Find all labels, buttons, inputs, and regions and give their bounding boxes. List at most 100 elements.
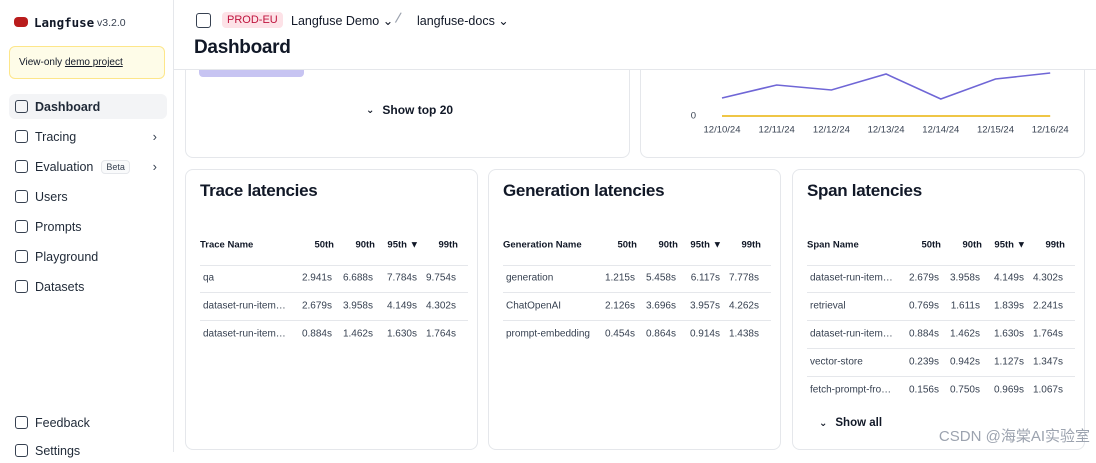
nav-label: Settings xyxy=(35,444,80,458)
table-cell: 0.239s xyxy=(909,357,939,368)
separator: / xyxy=(394,10,402,28)
table-cell: 4.302s xyxy=(1033,273,1063,284)
table-cell: 3.958s xyxy=(343,301,373,312)
nav-icon xyxy=(15,100,28,113)
table-cell: 0.884s xyxy=(909,329,939,340)
nav-icon xyxy=(15,220,28,233)
header-divider xyxy=(807,265,1075,266)
page-title: Dashboard xyxy=(194,37,291,59)
table-cell: 0.942s xyxy=(950,357,980,368)
column-header: 99th xyxy=(438,240,458,251)
table-cell: 5.458s xyxy=(646,273,676,284)
column-header: Generation Name xyxy=(503,240,582,251)
header: PROD-EU Langfuse Demo ⌄ / langfuse-docs … xyxy=(174,0,1096,70)
table-cell: 2.126s xyxy=(605,301,635,312)
table-cell: dataset-run-item… xyxy=(203,329,286,340)
nav-item[interactable]: Tracing› xyxy=(9,124,167,149)
table-cell: 2.679s xyxy=(302,301,332,312)
nav-item[interactable]: Dashboard xyxy=(9,94,167,119)
table-cell: 1.764s xyxy=(1033,329,1063,340)
beta-badge: Beta xyxy=(101,160,130,174)
row-divider xyxy=(807,376,1075,377)
x-tick-label: 12/13/24 xyxy=(868,125,905,136)
table-cell: 6.688s xyxy=(343,273,373,284)
chevron: › xyxy=(153,129,157,144)
nav-label: Evaluation xyxy=(35,160,93,174)
nav-item: Settings xyxy=(9,438,167,463)
table-cell: 1.630s xyxy=(387,329,417,340)
table-cell: 2.679s xyxy=(909,273,939,284)
show-all-button[interactable]: ⌄Show all xyxy=(819,417,882,429)
table-cell: dataset-run-item… xyxy=(810,329,893,340)
table-cell: 1.127s xyxy=(994,357,1024,368)
column-header: Trace Name xyxy=(200,240,253,251)
column-header: 99th xyxy=(1045,240,1065,251)
column-header: 95th ▼ xyxy=(690,240,722,251)
nav-label: Playground xyxy=(35,250,98,264)
nav-item[interactable]: Evaluation Beta › xyxy=(9,154,167,179)
nav-label: Feedback xyxy=(35,416,90,430)
table-cell: qa xyxy=(203,273,214,284)
table-cell: 0.969s xyxy=(994,385,1024,396)
table-cell: prompt-embedding xyxy=(506,329,590,340)
sidebar-toggle[interactable] xyxy=(196,13,211,28)
version: v3.2.0 xyxy=(97,17,126,29)
nav-item: Feedback xyxy=(9,410,167,435)
column-header: 99th xyxy=(741,240,761,251)
table-cell: 3.958s xyxy=(950,273,980,284)
card-title: Generation latencies xyxy=(503,181,664,201)
nav-icon xyxy=(15,444,28,457)
table-cell: generation xyxy=(506,273,553,284)
row-divider xyxy=(807,320,1075,321)
x-tick-label: 12/15/24 xyxy=(977,125,1014,136)
y-tick-label: 0 xyxy=(691,111,696,122)
column-header: 90th xyxy=(658,240,678,251)
project-selector[interactable]: langfuse-docs ⌄ xyxy=(417,13,509,28)
nav-label: Prompts xyxy=(35,220,82,234)
project-name: langfuse-docs xyxy=(417,14,495,28)
row-divider xyxy=(200,320,468,321)
line-series xyxy=(722,73,1050,99)
table-cell: retrieval xyxy=(810,301,846,312)
nav-icon xyxy=(15,190,28,203)
nav-item[interactable]: Prompts xyxy=(9,214,167,239)
table-cell: 3.696s xyxy=(646,301,676,312)
button-label: Show top 20 xyxy=(382,103,453,117)
x-tick-label: 12/16/24 xyxy=(1032,125,1069,136)
table-cell: 1.215s xyxy=(605,273,635,284)
table-cell: dataset-run-item… xyxy=(203,301,286,312)
x-tick-label: 12/12/24 xyxy=(813,125,850,136)
column-header: 50th xyxy=(921,240,941,251)
table-cell: 0.864s xyxy=(646,329,676,340)
notice: View-only demo project xyxy=(9,46,165,79)
table-cell: 2.941s xyxy=(302,273,332,284)
org-selector[interactable]: Langfuse Demo ⌄ xyxy=(291,13,393,28)
table-cell: 1.462s xyxy=(343,329,373,340)
nav-item[interactable]: Playground xyxy=(9,244,167,269)
table-cell: 9.754s xyxy=(426,273,456,284)
watermark: CSDN @海棠AI实验室 xyxy=(939,425,1090,446)
row-divider xyxy=(807,348,1075,349)
notice-link[interactable]: demo project xyxy=(65,57,123,68)
nav-label: Users xyxy=(35,190,68,204)
table-cell: vector-store xyxy=(810,357,863,368)
nav-item[interactable]: Datasets xyxy=(9,274,167,299)
nav-item[interactable]: Users xyxy=(9,184,167,209)
table-cell: 1.067s xyxy=(1033,385,1063,396)
table-cell: 1.462s xyxy=(950,329,980,340)
row-divider xyxy=(503,292,771,293)
table-cell: 6.117s xyxy=(691,273,720,284)
show-top-button[interactable]: ⌄Show top 20 xyxy=(366,103,453,117)
header-divider xyxy=(200,265,468,266)
x-tick-label: 12/10/24 xyxy=(704,125,741,136)
chevron: › xyxy=(153,159,157,174)
nav-label: Dashboard xyxy=(35,100,100,114)
org-name: Langfuse Demo xyxy=(291,14,379,28)
column-header: Span Name xyxy=(807,240,859,251)
table-cell: 7.778s xyxy=(729,273,759,284)
table-cell: 0.750s xyxy=(950,385,980,396)
